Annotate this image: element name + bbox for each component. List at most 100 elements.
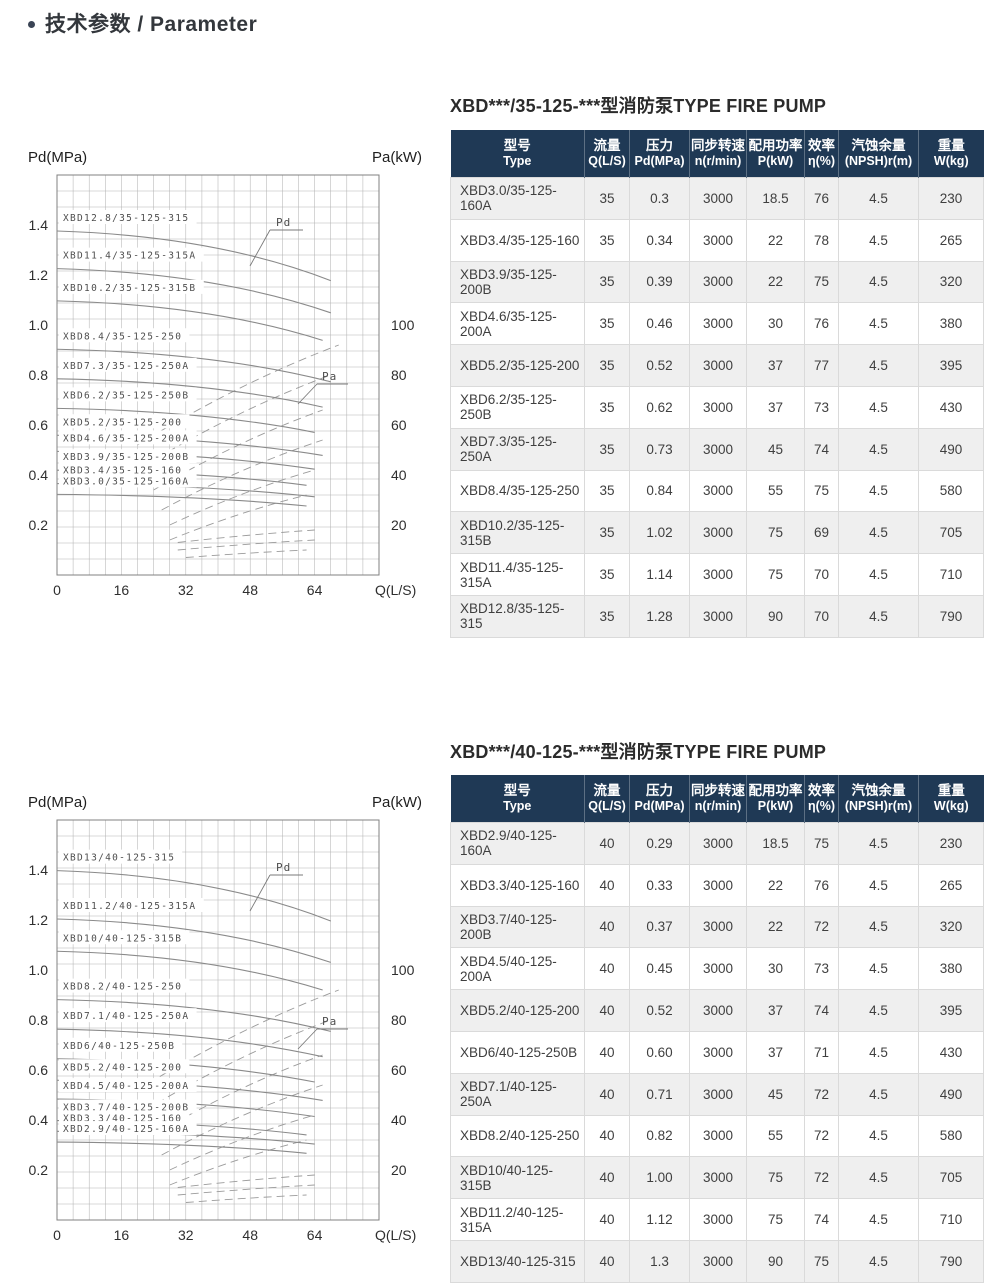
value-cell: 3000 <box>689 427 747 471</box>
value-cell: 395 <box>918 989 984 1032</box>
model-cell: XBD5.2/35-125-200 <box>450 344 585 387</box>
y-tick-right: 60 <box>391 417 407 433</box>
column-header-cn: 型号 <box>503 138 531 153</box>
value-cell: 75 <box>746 553 805 596</box>
value-cell: 75 <box>804 469 839 513</box>
curve-label-bg <box>59 357 197 372</box>
parameter-table-35: 型号 Type 流量 Q(L/S) 压力 Pd(MPa) 同步转速 n(r/min) 配用功率 P… <box>450 130 984 638</box>
curve-label: XBD6/40-125-250B <box>63 1041 175 1052</box>
value-cell: 40 <box>584 1198 630 1241</box>
column-header-en: Type <box>503 154 532 168</box>
value-cell: 75 <box>804 822 839 865</box>
column-header: 压力 Pd(MPa) <box>629 130 690 178</box>
value-cell: 4.5 <box>838 822 919 865</box>
curve-label: XBD3.3/40-125-160 <box>63 1113 182 1124</box>
table-row: XBD7.3/35-125-250A 35 0.73 3000 45 74 4.5 490 <box>450 427 984 471</box>
model-cell: XBD11.2/40-125-315A <box>450 1198 585 1241</box>
table-row: XBD3.7/40-125-200B 40 0.37 3000 22 72 4.5 320 <box>450 905 984 949</box>
value-cell: 72 <box>804 1072 839 1116</box>
pa-curve-dashed <box>169 469 315 526</box>
column-header-cn: 同步转速 <box>691 138 745 153</box>
y-tick-left: 0.6 <box>29 417 49 433</box>
value-cell: 710 <box>918 1198 984 1241</box>
value-cell: 40 <box>584 1239 630 1283</box>
pa-callout-label: Pa <box>322 1015 337 1028</box>
pa-curve-dashed <box>177 539 315 551</box>
pa-curve-dashed <box>169 1114 315 1171</box>
y-axis-title-left: Pd(MPa) <box>28 149 87 166</box>
pd-curve <box>56 950 323 991</box>
value-cell: 75 <box>804 1239 839 1283</box>
y-tick-right: 80 <box>391 1012 407 1028</box>
pd-curve <box>56 348 331 383</box>
curve-label: XBD6.2/35-125-250B <box>63 390 189 401</box>
pd-curve <box>56 230 331 282</box>
value-cell: 40 <box>584 1030 630 1074</box>
column-header-cn: 流量 <box>593 138 621 153</box>
value-cell: 76 <box>804 863 839 907</box>
y-tick-left: 0.2 <box>29 517 49 533</box>
value-cell: 4.5 <box>838 1072 919 1116</box>
y-tick-left: 0.8 <box>29 1012 49 1028</box>
value-cell: 35 <box>584 469 630 513</box>
value-cell: 4.5 <box>838 947 919 991</box>
model-cell: XBD8.2/40-125-250 <box>450 1114 585 1158</box>
model-cell: XBD5.2/40-125-200 <box>450 989 585 1032</box>
value-cell: 74 <box>804 1198 839 1241</box>
value-cell: 4.5 <box>838 989 919 1032</box>
value-cell: 90 <box>746 1239 805 1283</box>
value-cell: 0.29 <box>629 822 690 865</box>
header-row: 型号 Type 流量 Q(L/S) 压力 Pd(MPa) 同步转速 n(r/min) 配用功率 P… <box>450 775 984 823</box>
table-row: XBD10/40-125-315B 40 1.00 3000 75 72 4.5 705 <box>450 1156 984 1200</box>
column-header: 同步转速 n(r/min) <box>689 775 747 823</box>
value-cell: 74 <box>804 427 839 471</box>
curve-label-bg <box>59 898 204 912</box>
model-cell: XBD4.5/40-125-200A <box>450 947 585 991</box>
page-title-text: 技术参数 / Parameter <box>45 13 258 36</box>
value-cell: 0.34 <box>629 218 690 262</box>
plot-border <box>56 819 380 1221</box>
value-cell: 72 <box>804 905 839 949</box>
value-cell: 4.5 <box>838 177 919 220</box>
value-cell: 705 <box>918 1156 984 1200</box>
model-cell: XBD8.4/35-125-250 <box>450 469 585 513</box>
curve-label-bg <box>59 978 190 993</box>
column-header-en: η(%) <box>807 799 836 813</box>
value-cell: 1.28 <box>629 594 690 638</box>
value-cell: 90 <box>746 594 805 638</box>
model-cell: XBD10/40-125-315B <box>450 1156 585 1200</box>
column-header: 配用功率 P(kW) <box>746 775 805 823</box>
curve-label: XBD11.4/35-125-315A <box>63 251 196 262</box>
value-cell: 4.5 <box>838 302 919 346</box>
curve-label-bg <box>59 1099 197 1114</box>
pa-curve-dashed <box>177 1174 315 1188</box>
pd-curve <box>56 378 323 408</box>
y-tick-right: 40 <box>391 1112 407 1128</box>
value-cell: 3000 <box>689 1198 747 1241</box>
pa-curve-dashed <box>145 1019 331 1111</box>
value-cell: 40 <box>584 822 630 865</box>
column-header: 配用功率 P(kW) <box>746 130 805 178</box>
table-row: XBD3.9/35-125-200B 35 0.39 3000 22 75 4.5 320 <box>450 260 984 304</box>
column-header-cn: 重量 <box>937 783 965 798</box>
value-cell: 0.73 <box>629 427 690 471</box>
y-tick-left: 1.4 <box>29 862 49 878</box>
column-header-en: (NPSH)r(m) <box>844 154 913 168</box>
value-cell: 0.82 <box>629 1114 690 1158</box>
value-cell: 35 <box>584 553 630 596</box>
y-tick-left: 0.6 <box>29 1062 49 1078</box>
y-tick-right: 20 <box>391 517 407 533</box>
value-cell: 790 <box>918 1239 984 1283</box>
value-cell: 76 <box>804 177 839 220</box>
value-cell: 45 <box>746 427 805 471</box>
curve-label: XBD3.7/40-125-200B <box>63 1103 189 1114</box>
value-cell: 4.5 <box>838 1030 919 1074</box>
section-title-40: XBD***/40-125-***型消防泵TYPE FIRE PUMP <box>450 742 827 762</box>
pa-curve-dashed <box>137 344 339 446</box>
value-cell: 37 <box>746 1030 805 1074</box>
y-tick-right: 100 <box>391 962 415 978</box>
section-title-35: XBD***/35-125-***型消防泵TYPE FIRE PUMP <box>450 96 827 116</box>
curve-label: XBD10.2/35-125-315B <box>63 283 196 294</box>
value-cell: 3000 <box>689 594 747 638</box>
x-tick: 0 <box>53 1227 61 1243</box>
